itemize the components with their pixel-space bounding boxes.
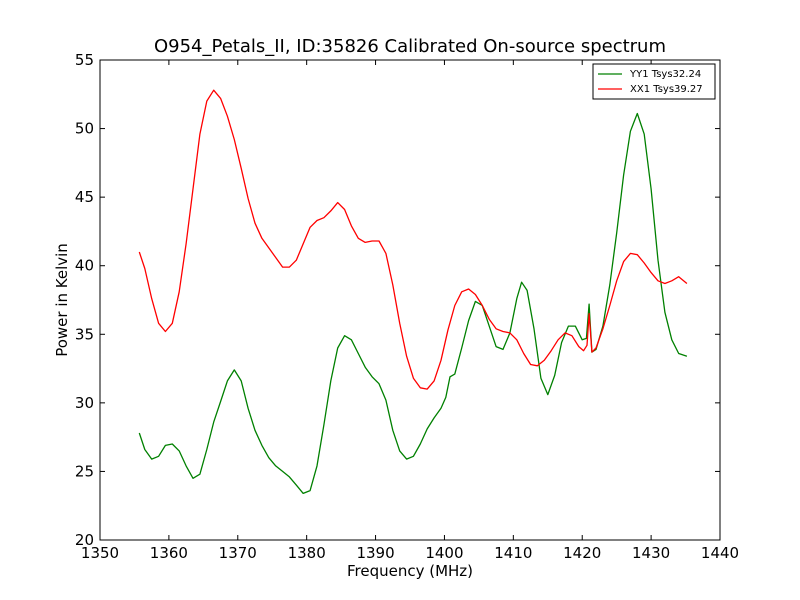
y-tick-label: 20 [75,531,94,549]
x-tick-label: 1400 [425,544,463,562]
x-tick-label: 1370 [219,544,257,562]
legend: YY1 Tsys32.24 XX1 Tsys39.27 [592,63,716,100]
series-line-xx1 [138,89,688,390]
x-tick-label: 1390 [356,544,394,562]
x-tick-label: 1380 [288,544,326,562]
x-axis-label: Frequency (MHz) [347,562,473,580]
x-tick-label: 1420 [563,544,601,562]
x-tick-label: 1360 [150,544,188,562]
chart-title: O954_Petals_II, ID:35826 Calibrated On-s… [154,36,666,57]
y-tick-label: 55 [75,51,94,69]
y-tick-label: 40 [75,257,94,275]
x-tick-label: 1440 [701,544,739,562]
x-axis-ticks: 1350 1360 1370 1380 1390 1400 1410 1420 1430 1440 [81,60,739,562]
series-layer [138,89,688,495]
x-tick-label: 1430 [632,544,670,562]
y-tick-label: 30 [75,394,94,412]
y-tick-label: 35 [75,325,94,343]
y-axis-ticks: 20 25 30 35 40 45 50 55 [75,51,720,549]
x-tick-label: 1350 [81,544,119,562]
plot-frame [99,59,721,541]
legend-label-xx1: XX1 Tsys39.27 [630,84,703,95]
plot-area [99,59,721,541]
legend-box [592,63,716,100]
y-tick-label: 25 [75,462,94,480]
legend-label-yy1: YY1 Tsys32.24 [629,69,701,80]
x-tick-label: 1410 [494,544,532,562]
y-tick-label: 45 [75,188,94,206]
y-tick-label: 50 [75,120,94,138]
y-axis-label: Power in Kelvin [53,243,71,357]
